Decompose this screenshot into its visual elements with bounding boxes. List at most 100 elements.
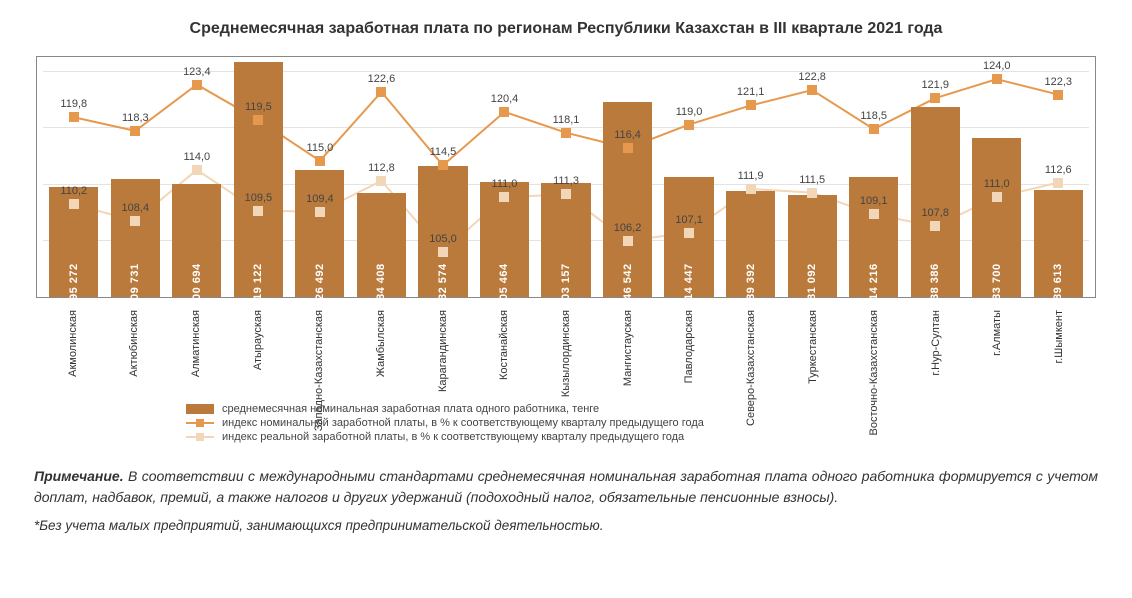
legend-item-bar: среднемесячная номинальная заработная пл… bbox=[186, 402, 946, 416]
x-axis-label: Карагандинская bbox=[412, 306, 474, 398]
legend-label-bar: среднемесячная номинальная заработная пл… bbox=[222, 403, 599, 415]
wage-bar-label: 232 574 bbox=[437, 263, 449, 306]
real-index-label: 111,9 bbox=[738, 170, 764, 182]
real-index-marker bbox=[807, 188, 817, 198]
wage-bar-label: 200 694 bbox=[191, 263, 203, 306]
real-index-label: 112,6 bbox=[1045, 164, 1072, 176]
region-column: 419 122119,5109,5 bbox=[228, 61, 290, 297]
region-name: Туркестанская bbox=[807, 310, 819, 384]
region-name: Карагандинская bbox=[437, 310, 449, 392]
wage-bar: 226 492 bbox=[295, 170, 344, 297]
wage-bar-label: 195 272 bbox=[68, 263, 80, 306]
nominal-index-marker bbox=[807, 85, 817, 95]
wage-bar: 283 700 bbox=[972, 138, 1021, 297]
nominal-index-marker bbox=[623, 143, 633, 153]
region-column: 203 157118,1111,3 bbox=[535, 61, 597, 297]
real-index-label: 112,8 bbox=[368, 162, 395, 174]
region-name: Акмолинская bbox=[67, 310, 79, 377]
nominal-index-marker bbox=[930, 93, 940, 103]
x-axis-label: Атырауская bbox=[227, 306, 289, 398]
region-column: 232 574114,5105,0 bbox=[412, 61, 474, 297]
legend-label-line2: индекс реальной заработной платы, в % к … bbox=[222, 431, 684, 443]
real-index-label: 109,4 bbox=[306, 193, 334, 205]
region-name: Алматинская bbox=[190, 310, 202, 377]
nominal-index-marker bbox=[69, 112, 79, 122]
region-column: 189 392121,1111,9 bbox=[720, 61, 782, 297]
wage-bar: 338 386 bbox=[911, 107, 960, 297]
x-axis-label: Костанайская bbox=[473, 306, 535, 398]
note-label: Примечание. bbox=[34, 468, 124, 484]
real-index-label: 108,4 bbox=[122, 202, 150, 214]
region-name: г.Шымкент bbox=[1053, 310, 1065, 363]
nominal-index-marker bbox=[315, 156, 325, 166]
region-name: г.Нур-Султан bbox=[930, 310, 942, 376]
nominal-index-label: 119,8 bbox=[60, 98, 87, 110]
nominal-index-label: 122,3 bbox=[1045, 76, 1073, 88]
real-index-label: 107,1 bbox=[675, 214, 703, 226]
x-axis-label: г.Алматы bbox=[967, 306, 1029, 398]
nominal-index-label: 119,5 bbox=[245, 101, 272, 113]
wage-bar: 189 613 bbox=[1034, 190, 1083, 297]
real-index-label: 111,0 bbox=[984, 178, 1010, 190]
real-index-label: 111,5 bbox=[799, 174, 825, 186]
real-index-marker bbox=[69, 199, 79, 209]
region-name: Западно-Казахстанская bbox=[313, 310, 325, 431]
real-index-label: 114,0 bbox=[183, 151, 210, 163]
nominal-index-marker bbox=[1053, 90, 1063, 100]
legend-item-line2: индекс реальной заработной платы, в % к … bbox=[186, 430, 946, 444]
x-axis-labels: Акмолинская Актюбинская Алматинская Атыраус… bbox=[36, 306, 1096, 398]
note-text: В соответствии с международными стандарт… bbox=[34, 468, 1098, 505]
nominal-index-marker bbox=[684, 120, 694, 130]
real-index-marker bbox=[869, 209, 879, 219]
wage-bar-label: 226 492 bbox=[314, 263, 326, 306]
real-index-marker bbox=[930, 221, 940, 231]
real-index-label: 107,8 bbox=[921, 207, 949, 219]
region-name: Восточно-Казахстанская bbox=[868, 310, 880, 436]
nominal-index-label: 116,4 bbox=[614, 129, 641, 141]
wage-bar-label: 338 386 bbox=[929, 263, 941, 306]
chart-area: 195 272119,8110,2209 731 118,3 108,4 200 69… bbox=[36, 56, 1096, 298]
real-index-marker bbox=[315, 207, 325, 217]
nominal-index-marker bbox=[869, 124, 879, 134]
wage-bar-label: 205 464 bbox=[498, 263, 510, 306]
note-paragraph: Примечание. В соответствии с международн… bbox=[34, 466, 1098, 508]
x-axis-label: Кызылординская bbox=[535, 306, 597, 398]
real-index-marker bbox=[992, 192, 1002, 202]
wage-bar: 419 122 bbox=[234, 62, 283, 298]
wage-bar-label: 346 542 bbox=[622, 263, 634, 306]
region-column: 181 092122,8111,5 bbox=[781, 61, 843, 297]
region-column: 195 272119,8110,2 bbox=[43, 61, 105, 297]
wage-bar: 200 694 bbox=[172, 184, 221, 297]
nominal-index-label: 118,3 bbox=[122, 112, 149, 124]
nominal-index-label: 118,5 bbox=[860, 110, 887, 122]
nominal-index-marker bbox=[561, 128, 571, 138]
wage-bar-label: 203 157 bbox=[560, 263, 572, 306]
wage-bar: 189 392 bbox=[726, 191, 775, 297]
wage-bar-label: 189 613 bbox=[1052, 263, 1064, 306]
region-name: Жамбылская bbox=[375, 310, 387, 377]
nominal-index-marker bbox=[253, 115, 263, 125]
real-index-marker bbox=[253, 206, 263, 216]
region-column: 346 542116,4106,2 bbox=[597, 61, 659, 297]
x-axis-label: Туркестанская bbox=[782, 306, 844, 398]
wage-bar: 209 731 bbox=[111, 179, 160, 297]
region-column: 184 408122,6112,8 bbox=[351, 61, 413, 297]
real-index-marker bbox=[1053, 178, 1063, 188]
region-name: г.Алматы bbox=[991, 310, 1003, 356]
legend: среднемесячная номинальная заработная пл… bbox=[186, 402, 946, 444]
x-axis-label: Алматинская bbox=[165, 306, 227, 398]
nominal-index-label: 124,0 bbox=[983, 60, 1011, 72]
wage-bar-label: 214 216 bbox=[868, 263, 880, 306]
nominal-index-marker bbox=[499, 107, 509, 117]
nominal-index-marker bbox=[746, 100, 756, 110]
legend-item-line1: индекс номинальной заработной платы, в %… bbox=[186, 416, 946, 430]
region-column: 214 216118,5109,1 bbox=[843, 61, 905, 297]
region-column: 200 694123,4114,0 bbox=[166, 61, 228, 297]
real-index-marker bbox=[192, 165, 202, 175]
wage-bar-label: 283 700 bbox=[991, 263, 1003, 306]
x-axis-label: Акмолинская bbox=[42, 306, 104, 398]
wage-bar: 184 408 bbox=[357, 193, 406, 297]
nominal-index-marker bbox=[130, 126, 140, 136]
real-index-label: 111,3 bbox=[553, 175, 579, 187]
region-name: Актюбинская bbox=[128, 310, 140, 377]
